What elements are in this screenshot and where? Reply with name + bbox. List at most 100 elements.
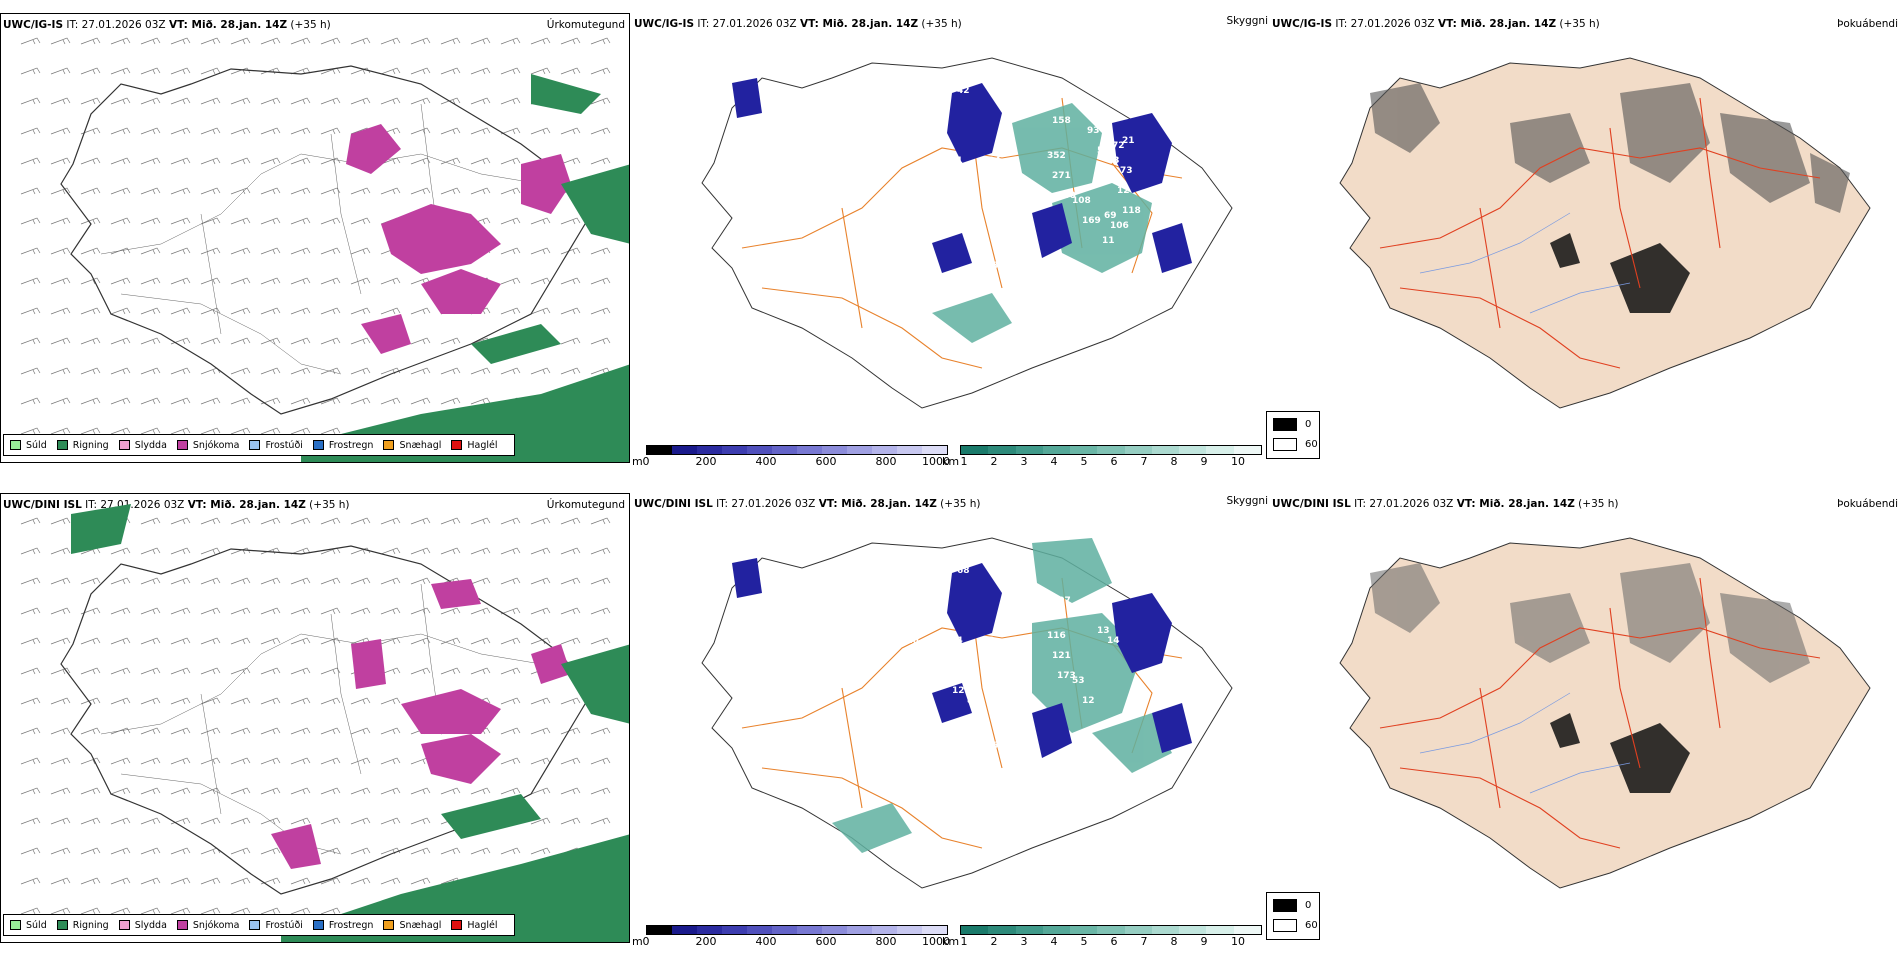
wind-barb [170,367,191,375]
legend-item: Frostregn [312,440,373,451]
visibility-areas [832,538,1172,853]
wind-barb [260,637,281,645]
ceiling-label: 63 [982,636,995,646]
wind-barb [320,127,341,135]
wind-barb [290,637,311,645]
wind-barb [140,757,161,765]
wind-barb [290,877,311,885]
wind-barb [110,817,131,825]
valid-time: VT: Mið. 28.jan. 14Z [168,19,288,31]
wind-barb [470,667,491,675]
wind-barb [230,367,251,375]
ceiling-label: 104 [982,156,1001,166]
wind-barb [230,337,251,345]
fog-panel-top: UWC/IG-IS IT: 27.01.2026 03Z VT: Mið. 28… [1270,13,1900,473]
wind-barb [260,847,281,855]
wind-barb [140,397,161,405]
wind-barb [290,97,311,105]
wind-barb [560,217,581,225]
ceiling-label: 73 [890,601,903,611]
wind-barb [200,547,221,555]
ceiling-label: 13 [1097,626,1110,636]
ceiling-label: 67 [992,741,1005,751]
wind-barb [50,427,71,435]
wind-barb [260,277,281,285]
wind-barb [80,787,101,795]
wind-barb [200,187,221,195]
wind-barb [230,277,251,285]
ceiling-label: 271 [1052,171,1071,181]
wind-barb [50,697,71,705]
wind-barb [530,847,551,855]
wind-barb [170,97,191,105]
panel-header: UWC/IG-IS IT: 27.01.2026 03Z VT: Mið. 28… [634,18,962,30]
wind-barb [230,247,251,255]
ceiling-label: 62 [897,106,910,116]
fog-dark [1550,233,1690,313]
wind-barb [230,697,251,705]
wind-barb [20,697,41,705]
wind-barb [80,37,101,45]
wind-barb [260,877,281,885]
wind-barb [590,37,611,45]
ceiling-label: 352 [1047,151,1066,161]
ceiling-label: 110 [900,636,919,646]
wind-barb [440,37,461,45]
wind-barb [410,577,431,585]
wind-barb [170,277,191,285]
wind-barb [50,907,71,915]
wind-barb [170,607,191,615]
wind-barb [80,427,101,435]
colorbar-unit: m [632,935,643,948]
wind-barb [320,757,341,765]
wind-barb [170,817,191,825]
wind-barb [380,607,401,615]
wind-barb [140,277,161,285]
wind-barb [500,217,521,225]
colorbar-swatches [646,445,948,455]
wind-barb [560,577,581,585]
wind-barb [350,367,371,375]
wind-barb [230,577,251,585]
wind-barb [20,277,41,285]
wind-barb [290,247,311,255]
wind-barb [590,127,611,135]
wind-barb [80,217,101,225]
wind-barb [380,517,401,525]
colorbar-tick: 400 [755,935,777,948]
wind-barb [290,337,311,345]
wind-barb [440,127,461,135]
wind-barb [500,697,521,705]
wind-barb [50,727,71,735]
wind-barb [200,337,221,345]
wind-barb [290,787,311,795]
ceiling-label: 63 [1107,156,1120,166]
wind-barb [260,307,281,315]
wind-barb [320,307,341,315]
colorbar-tick: 6 [1110,455,1118,468]
wind-barb [170,517,191,525]
ceiling-label: 483 [987,696,1006,706]
wind-barb [50,97,71,105]
wind-barb [290,667,311,675]
wind-barb [80,697,101,705]
wind-barb [170,307,191,315]
wind-barb [500,547,521,555]
colorbar-tick: 1000 [922,455,950,468]
colorbar-tick: 1 [960,935,968,948]
colorbar-tick: 400 [755,455,777,468]
wind-barb [380,727,401,735]
wind-barb [200,67,221,75]
ceiling-label: 12 [892,556,905,566]
wind-barb [560,637,581,645]
wind-barb [80,247,101,255]
ceiling-label: 121 [1052,651,1071,661]
wind-barb [290,757,311,765]
wind-barbs [20,37,611,435]
wind-barb [530,517,551,525]
ceiling-label: 89 [914,136,927,146]
wind-barb [410,97,431,105]
wind-barb [530,817,551,825]
wind-barb [20,427,41,435]
wind-barb [50,817,71,825]
